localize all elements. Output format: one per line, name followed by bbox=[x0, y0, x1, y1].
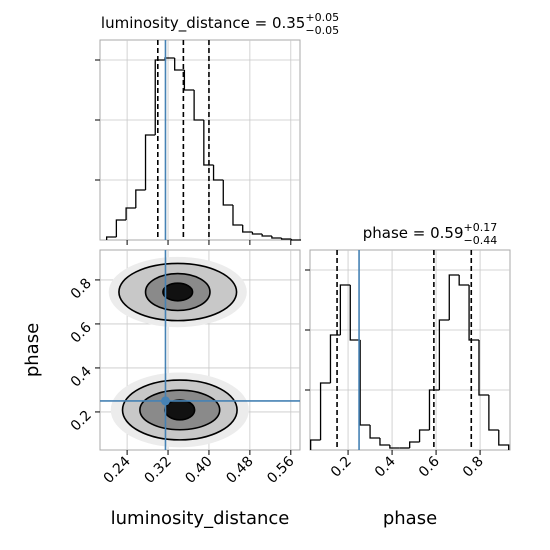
x-tick-label: 0.4 bbox=[372, 453, 399, 480]
truth-point bbox=[160, 396, 170, 406]
histogram-step bbox=[212, 165, 224, 181]
histogram-step bbox=[193, 90, 204, 121]
histogram-step bbox=[448, 274, 460, 320]
x-tick-label: 0.6 bbox=[416, 453, 443, 480]
y-tick-label: 0.4 bbox=[68, 363, 95, 390]
histogram-step bbox=[183, 70, 195, 91]
histogram-step bbox=[144, 134, 156, 190]
histogram-step bbox=[349, 285, 361, 341]
histogram-step bbox=[242, 225, 253, 233]
histogram-step bbox=[369, 425, 380, 439]
histogram-step bbox=[438, 319, 450, 390]
histogram-step bbox=[409, 441, 420, 448]
panel-frame bbox=[99, 39, 301, 241]
histogram-step bbox=[232, 205, 243, 226]
histogram-step bbox=[428, 389, 440, 430]
histogram-step bbox=[125, 207, 136, 220]
histogram-step bbox=[319, 382, 331, 440]
y-tick-label: 0.2 bbox=[68, 407, 95, 434]
title-upper: +0.05 bbox=[305, 11, 339, 24]
histogram-step bbox=[280, 238, 292, 240]
histogram-step bbox=[222, 180, 233, 206]
histogram-step bbox=[458, 275, 470, 286]
title-lower: −0.44 bbox=[464, 234, 498, 247]
panel-frame bbox=[309, 249, 511, 451]
panel-title: luminosity_distance = 0.35+0.05 −0.05 bbox=[101, 11, 339, 37]
histogram-step bbox=[174, 58, 185, 71]
histogram-step bbox=[203, 120, 214, 166]
x-tick-label: 0.56 bbox=[264, 453, 297, 486]
histogram-step bbox=[290, 239, 302, 241]
title-lower: −0.05 bbox=[305, 24, 339, 37]
y-tick-label: 0.8 bbox=[68, 275, 95, 302]
title-upper: +0.17 bbox=[464, 221, 498, 234]
histogram-step bbox=[389, 445, 400, 449]
y-tick-label: 0.6 bbox=[68, 319, 95, 346]
histogram-step bbox=[498, 430, 510, 450]
histogram-step bbox=[154, 59, 165, 135]
histogram-step bbox=[261, 234, 272, 237]
histogram-step bbox=[135, 189, 146, 208]
histogram-step bbox=[418, 429, 430, 442]
x-tick-label: 0.2 bbox=[328, 454, 355, 481]
x-axis-label: luminosity_distance bbox=[111, 508, 290, 529]
histogram-step bbox=[115, 219, 127, 237]
x-axis-label: phase bbox=[383, 508, 437, 529]
x-tick-label: 0.8 bbox=[460, 454, 487, 481]
histogram-step bbox=[310, 439, 321, 450]
histogram-step bbox=[339, 284, 351, 335]
x-tick-label: 0.24 bbox=[101, 453, 134, 486]
histogram-step bbox=[379, 438, 390, 446]
contour bbox=[162, 282, 194, 302]
histogram-step bbox=[478, 340, 489, 396]
x-tick-label: 0.48 bbox=[223, 454, 256, 487]
title-text: luminosity_distance = 0.35 bbox=[101, 14, 305, 33]
x-tick-label: 0.32 bbox=[142, 454, 175, 487]
x-tick-label: 0.40 bbox=[182, 454, 215, 487]
histogram-step bbox=[359, 340, 371, 426]
histogram-step bbox=[468, 285, 479, 341]
histogram-step bbox=[271, 236, 282, 239]
panel-title: phase = 0.59+0.17 −0.44 bbox=[363, 221, 498, 247]
title-text: phase = 0.59 bbox=[363, 224, 464, 242]
histogram-step bbox=[488, 395, 499, 431]
histogram-step bbox=[106, 236, 117, 240]
y-axis-label: phase bbox=[22, 323, 43, 377]
histogram-step bbox=[251, 232, 263, 235]
